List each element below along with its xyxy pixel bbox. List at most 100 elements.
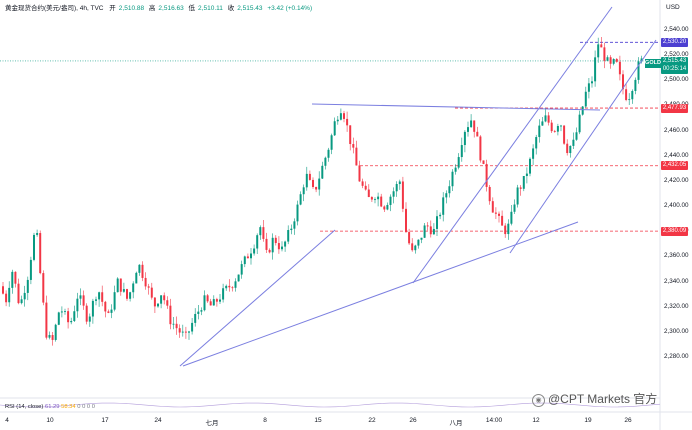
candle-body [107,311,110,313]
candle-body [355,147,358,166]
candle-body [51,335,54,340]
candle-body [628,99,631,101]
candle-body [262,227,265,239]
candle-body [42,273,45,303]
trend-line [311,103,601,111]
candle-body [181,331,184,333]
price-tick-label: 2,460.00 [664,126,689,134]
candle-body [634,79,637,91]
candle-body [479,136,482,161]
candle-body [175,323,178,329]
candle-body [637,61,640,80]
candle-body [85,305,88,322]
candle-body [625,89,628,100]
candle-body [101,292,104,302]
last-price-tag: 2,515.43 00:25:14 [661,56,688,74]
candle-body [414,245,417,251]
price-tick-label: 2,400.00 [664,202,689,210]
candle-body [609,57,612,64]
candle-body [529,158,531,174]
candle-body [26,279,29,293]
candle-body [451,171,454,187]
candle-body [157,303,159,307]
candle-body [432,228,435,235]
candle-body [556,125,559,132]
candle-body [454,167,457,172]
candle-body [5,293,8,303]
candle-body [129,292,132,299]
candle-body [209,301,212,306]
candle-body [560,125,562,127]
candle-body [312,179,314,187]
candle-body [163,295,166,301]
candle-body [228,285,231,288]
level-price-tag: 2,380.09 [661,226,688,236]
candle-body [194,313,197,323]
candle-body [516,187,519,205]
candle-body [219,299,221,302]
candle-body [160,295,163,304]
candle-body [591,81,593,84]
watermark: ◉ @CPT Markets 官方 [532,390,657,407]
candle-body [318,178,321,190]
open-value: 2,510.88 [118,5,145,12]
open-label: 开 [109,5,116,12]
time-tick-label: 15 [314,417,322,424]
candle-body [39,233,42,274]
rsi-legend[interactable]: RSI (14, close) 61.29 58.34 0 0 0 0 [5,404,95,410]
candle-body [29,259,32,280]
candle-body [138,264,141,273]
candle-body [405,208,407,233]
price-tick-label: 2,340.00 [664,277,689,285]
candle-body [563,125,566,144]
price-tick-label: 2,420.00 [664,176,689,184]
symbol-title[interactable]: 黄金现货合约(美元/盎司), 4h, TVC [5,5,104,12]
level-price-tag: 2,477.93 [661,103,688,113]
candle-body [116,278,119,293]
candle-body [364,185,367,190]
candle-body [606,57,609,61]
candle-body [215,299,218,302]
candle-body [48,335,51,338]
candle-body [147,286,150,288]
candle-body [463,131,466,146]
candle-body [212,299,215,306]
candle-body [141,264,144,278]
candle-body [504,225,507,235]
trend-line [179,229,336,367]
candle-body [104,301,107,312]
candle-body [395,184,398,192]
candle-body [324,157,327,166]
candle-body [361,181,364,186]
candle-body [383,206,386,210]
candle-body [287,230,290,242]
candle-body [144,277,147,287]
candle-body [33,234,35,260]
candle-body [408,232,411,244]
high-value: 2,516.63 [158,5,184,12]
candle-body [538,125,541,138]
candle-body [401,181,404,209]
candle-body [374,199,376,201]
candle-body [191,322,194,332]
chart-header: 黄金现货合约(美元/盎司), 4h, TVC 开 2,510.88 高 2,516.… [5,4,315,13]
candle-body [150,287,153,298]
candle-body [70,321,73,323]
candle-body [358,165,361,182]
time-tick-label: 4 [5,417,9,424]
price-tick-label: 2,500.00 [664,76,689,84]
candle-body [510,211,513,224]
candle-body [392,191,395,197]
candle-body [119,278,122,292]
trend-line [509,39,657,254]
candle-body [349,125,352,145]
candle-body [445,193,448,198]
candle-body [302,187,305,195]
candle-body [460,145,463,158]
candle-body [172,323,175,325]
trend-line [412,6,613,284]
time-tick-label: 10 [46,417,54,424]
candle-body [603,47,606,61]
candle-body [618,61,621,75]
